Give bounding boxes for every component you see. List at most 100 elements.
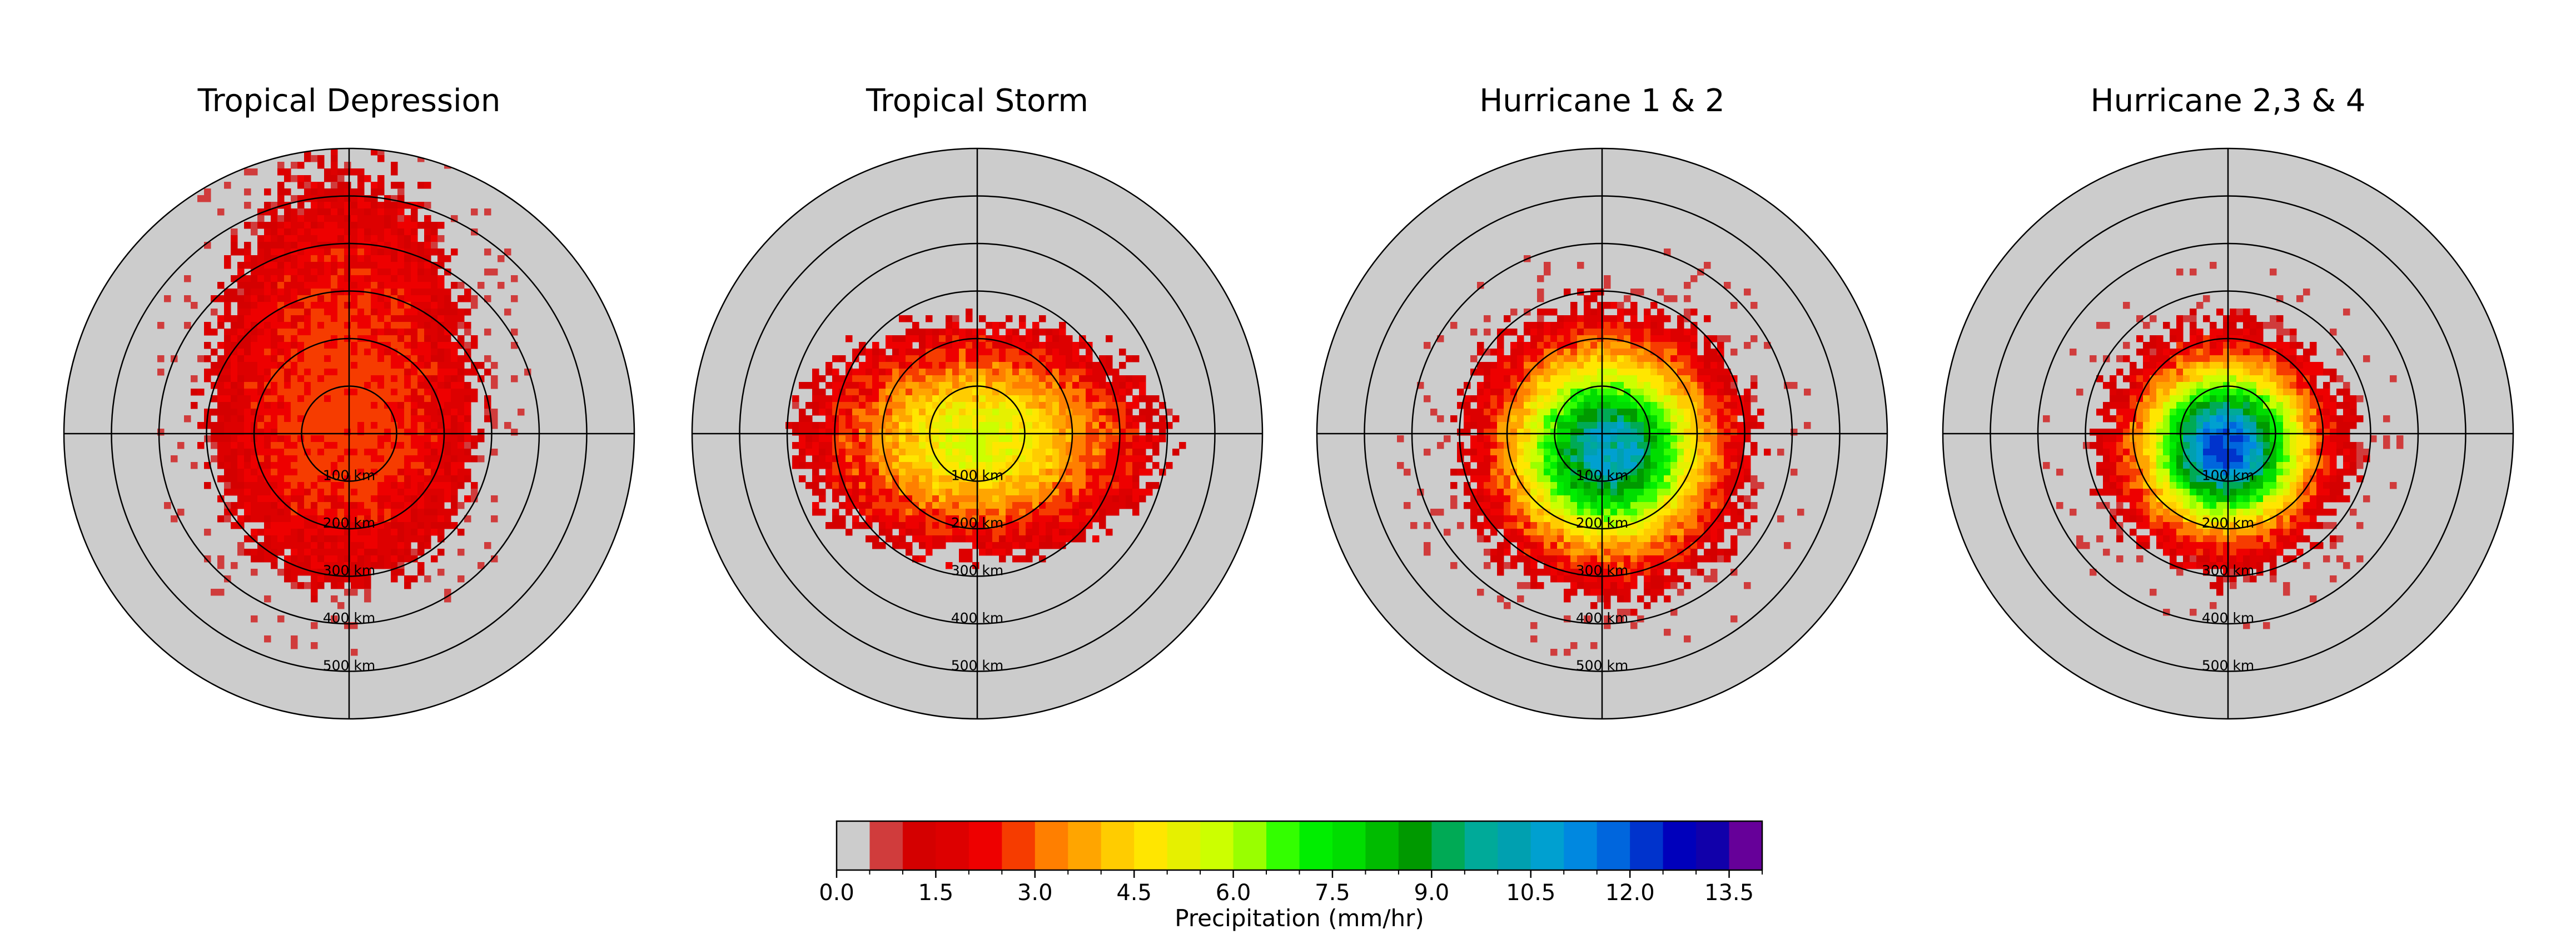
rain-cell [1026, 529, 1033, 536]
rain-cell [244, 362, 251, 369]
rain-cell [371, 542, 378, 549]
rain-cell [244, 262, 251, 269]
rain-cell [311, 222, 318, 229]
rain-cell [324, 255, 331, 262]
rain-cell [491, 495, 498, 503]
rain-cell [999, 515, 1006, 523]
rain-cell [1032, 349, 1040, 356]
rain-cell [1670, 442, 1678, 449]
rain-cell [1066, 342, 1073, 349]
rain-cell [1079, 415, 1086, 423]
rain-cell [257, 349, 265, 356]
rain-cell [264, 635, 271, 643]
rain-cell [1630, 502, 1638, 509]
rain-cell [317, 275, 325, 282]
rain-cell [317, 449, 325, 456]
rain-cell [992, 382, 999, 389]
rain-cell [317, 215, 325, 222]
rain-cell [979, 422, 986, 429]
rain-cell [297, 395, 305, 403]
rain-cell [277, 389, 285, 396]
rain-cell [331, 442, 338, 449]
rain-cell [444, 455, 451, 463]
rain-cell [1092, 489, 1100, 496]
rain-cell [297, 529, 305, 536]
rain-cell [451, 482, 458, 489]
rain-cell [1557, 395, 1564, 403]
rain-cell [1744, 402, 1751, 409]
rain-cell [1704, 355, 1711, 362]
rain-cell [1052, 342, 1060, 349]
rain-cell [1730, 395, 1738, 403]
rain-cell [411, 389, 418, 396]
rain-cell [1086, 435, 1093, 443]
rain-cell [1604, 422, 1611, 429]
rain-cell [1490, 422, 1498, 429]
rain-cell [344, 188, 351, 196]
rain-cell [919, 389, 926, 396]
rain-cell [1550, 449, 1558, 456]
rain-cell [1550, 429, 1558, 436]
rain-cell [357, 302, 365, 309]
rain-cell [371, 255, 378, 262]
rain-cell [1677, 449, 1684, 456]
rain-cell [1697, 362, 1704, 369]
rain-cell [311, 202, 318, 209]
rain-cell [271, 475, 278, 483]
rain-cell [1584, 449, 1591, 456]
rain-cell [1730, 449, 1738, 456]
rain-cell [1624, 482, 1631, 489]
rain-cell [351, 549, 358, 556]
rain-cell [1537, 349, 1544, 356]
rain-cell [371, 369, 378, 376]
rain-cell [1564, 489, 1571, 496]
rain-cell [244, 395, 251, 403]
rain-cell [846, 449, 853, 456]
rain-cell [1059, 509, 1066, 516]
rain-cell [1584, 315, 1591, 322]
rain-cell [1557, 475, 1564, 483]
rain-cell [892, 542, 899, 549]
rain-cell [805, 482, 813, 489]
rain-cell [1139, 382, 1146, 389]
rain-cell [271, 315, 278, 322]
rain-cell [1517, 395, 1524, 403]
rain-cell [297, 382, 305, 389]
rain-cell [344, 369, 351, 376]
rain-cell [1079, 462, 1086, 469]
rain-cell [444, 355, 451, 362]
rain-cell [1584, 322, 1591, 329]
rain-cell [1112, 449, 1120, 456]
rain-cell [1657, 435, 1664, 443]
rain-cell [311, 449, 318, 456]
rain-cell [377, 335, 385, 342]
rain-cell [1704, 395, 1711, 403]
rain-cell [866, 442, 873, 449]
rain-cell [1504, 502, 1511, 509]
rain-cell [211, 349, 218, 356]
rain-cell [1099, 382, 1106, 389]
rain-cell [959, 449, 966, 456]
rain-cell [424, 502, 431, 509]
rain-cell [331, 429, 338, 436]
rain-cell [391, 502, 398, 509]
rain-cell [872, 495, 879, 503]
rain-cell [1484, 422, 1491, 429]
rain-cell [371, 382, 378, 389]
rain-cell [952, 315, 959, 322]
rain-cell [204, 529, 211, 536]
rain-cell [819, 455, 826, 463]
rain-cell [451, 355, 458, 362]
rain-cell [371, 549, 378, 556]
rain-cell [337, 409, 345, 416]
rain-cell [284, 289, 291, 296]
rain-cell [1624, 475, 1631, 483]
rain-cell [1684, 429, 1691, 436]
rain-cell [1159, 415, 1166, 423]
rain-cell [1751, 502, 1758, 509]
rain-cell [926, 362, 933, 369]
rain-cell [1537, 429, 1544, 436]
rain-cell [966, 395, 973, 403]
rain-cell [411, 402, 418, 409]
rain-cell [992, 402, 999, 409]
